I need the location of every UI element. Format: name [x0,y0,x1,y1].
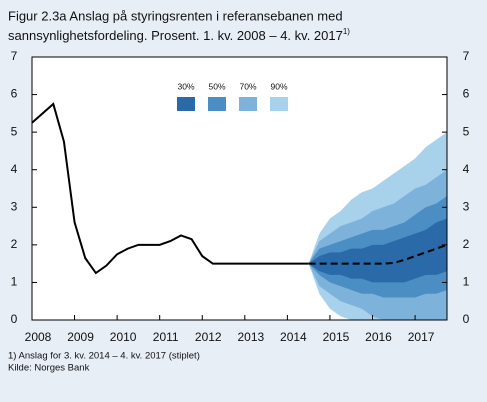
x-tick-label: 2010 [110,330,137,344]
legend-label: 70% [239,81,256,91]
y-tick-label: 3 [11,199,18,213]
legend-label: 30% [177,81,194,91]
title-text: sannsynlighetsfordeling. Prosent. 1. kv.… [8,28,343,43]
history-line [31,102,309,275]
legend-label: 50% [208,81,225,91]
y-tick-label: 5 [11,124,18,138]
legend-swatch [177,97,195,111]
footnote: 1) Anslag for 3. kv. 2014 – 4. kv. 2017 … [8,351,200,362]
x-tick-label: 2014 [280,330,307,344]
y2-tick-label: 5 [463,124,470,138]
plot-frame [31,56,448,321]
y-tick-label: 7 [11,49,18,63]
chart-title: sannsynlighetsfordeling. Prosent. 1. kv.… [8,27,350,43]
y-tick-label: 1 [11,275,18,289]
y2-tick-label: 0 [463,312,470,326]
legend-label: 90% [270,81,287,91]
legend-swatch [239,97,257,111]
y2-tick-label: 6 [463,87,470,101]
x-tick-label: 2017 [408,330,435,344]
y2-tick-label: 1 [463,275,470,289]
chart-title: Figur 2.3a Anslag på styringsrenten i re… [8,8,343,23]
y2-tick-label: 4 [463,162,470,176]
y-tick-label: 0 [11,312,18,326]
y2-tick-label: 3 [463,199,470,213]
x-tick-label: 2009 [67,330,94,344]
forecast-line [308,243,448,265]
y2-tick-label: 2 [463,237,470,251]
title-note: 1) [343,27,350,36]
y-tick-label: 4 [11,162,18,176]
y-tick-label: 6 [11,87,18,101]
x-tick-label: 2008 [25,330,52,344]
x-tick-label: 2013 [237,330,264,344]
legend-swatch [208,97,226,111]
x-tick-label: 2016 [365,330,392,344]
x-tick-label: 2012 [195,330,222,344]
x-tick-label: 2011 [153,330,179,344]
fan-band [308,218,447,283]
x-tick-label: 2015 [323,330,350,344]
plot [31,102,448,320]
source: Kilde: Norges Bank [8,363,90,374]
y2-tick-label: 7 [463,49,470,63]
legend-swatch [270,97,288,111]
y-tick-label: 2 [11,237,18,251]
